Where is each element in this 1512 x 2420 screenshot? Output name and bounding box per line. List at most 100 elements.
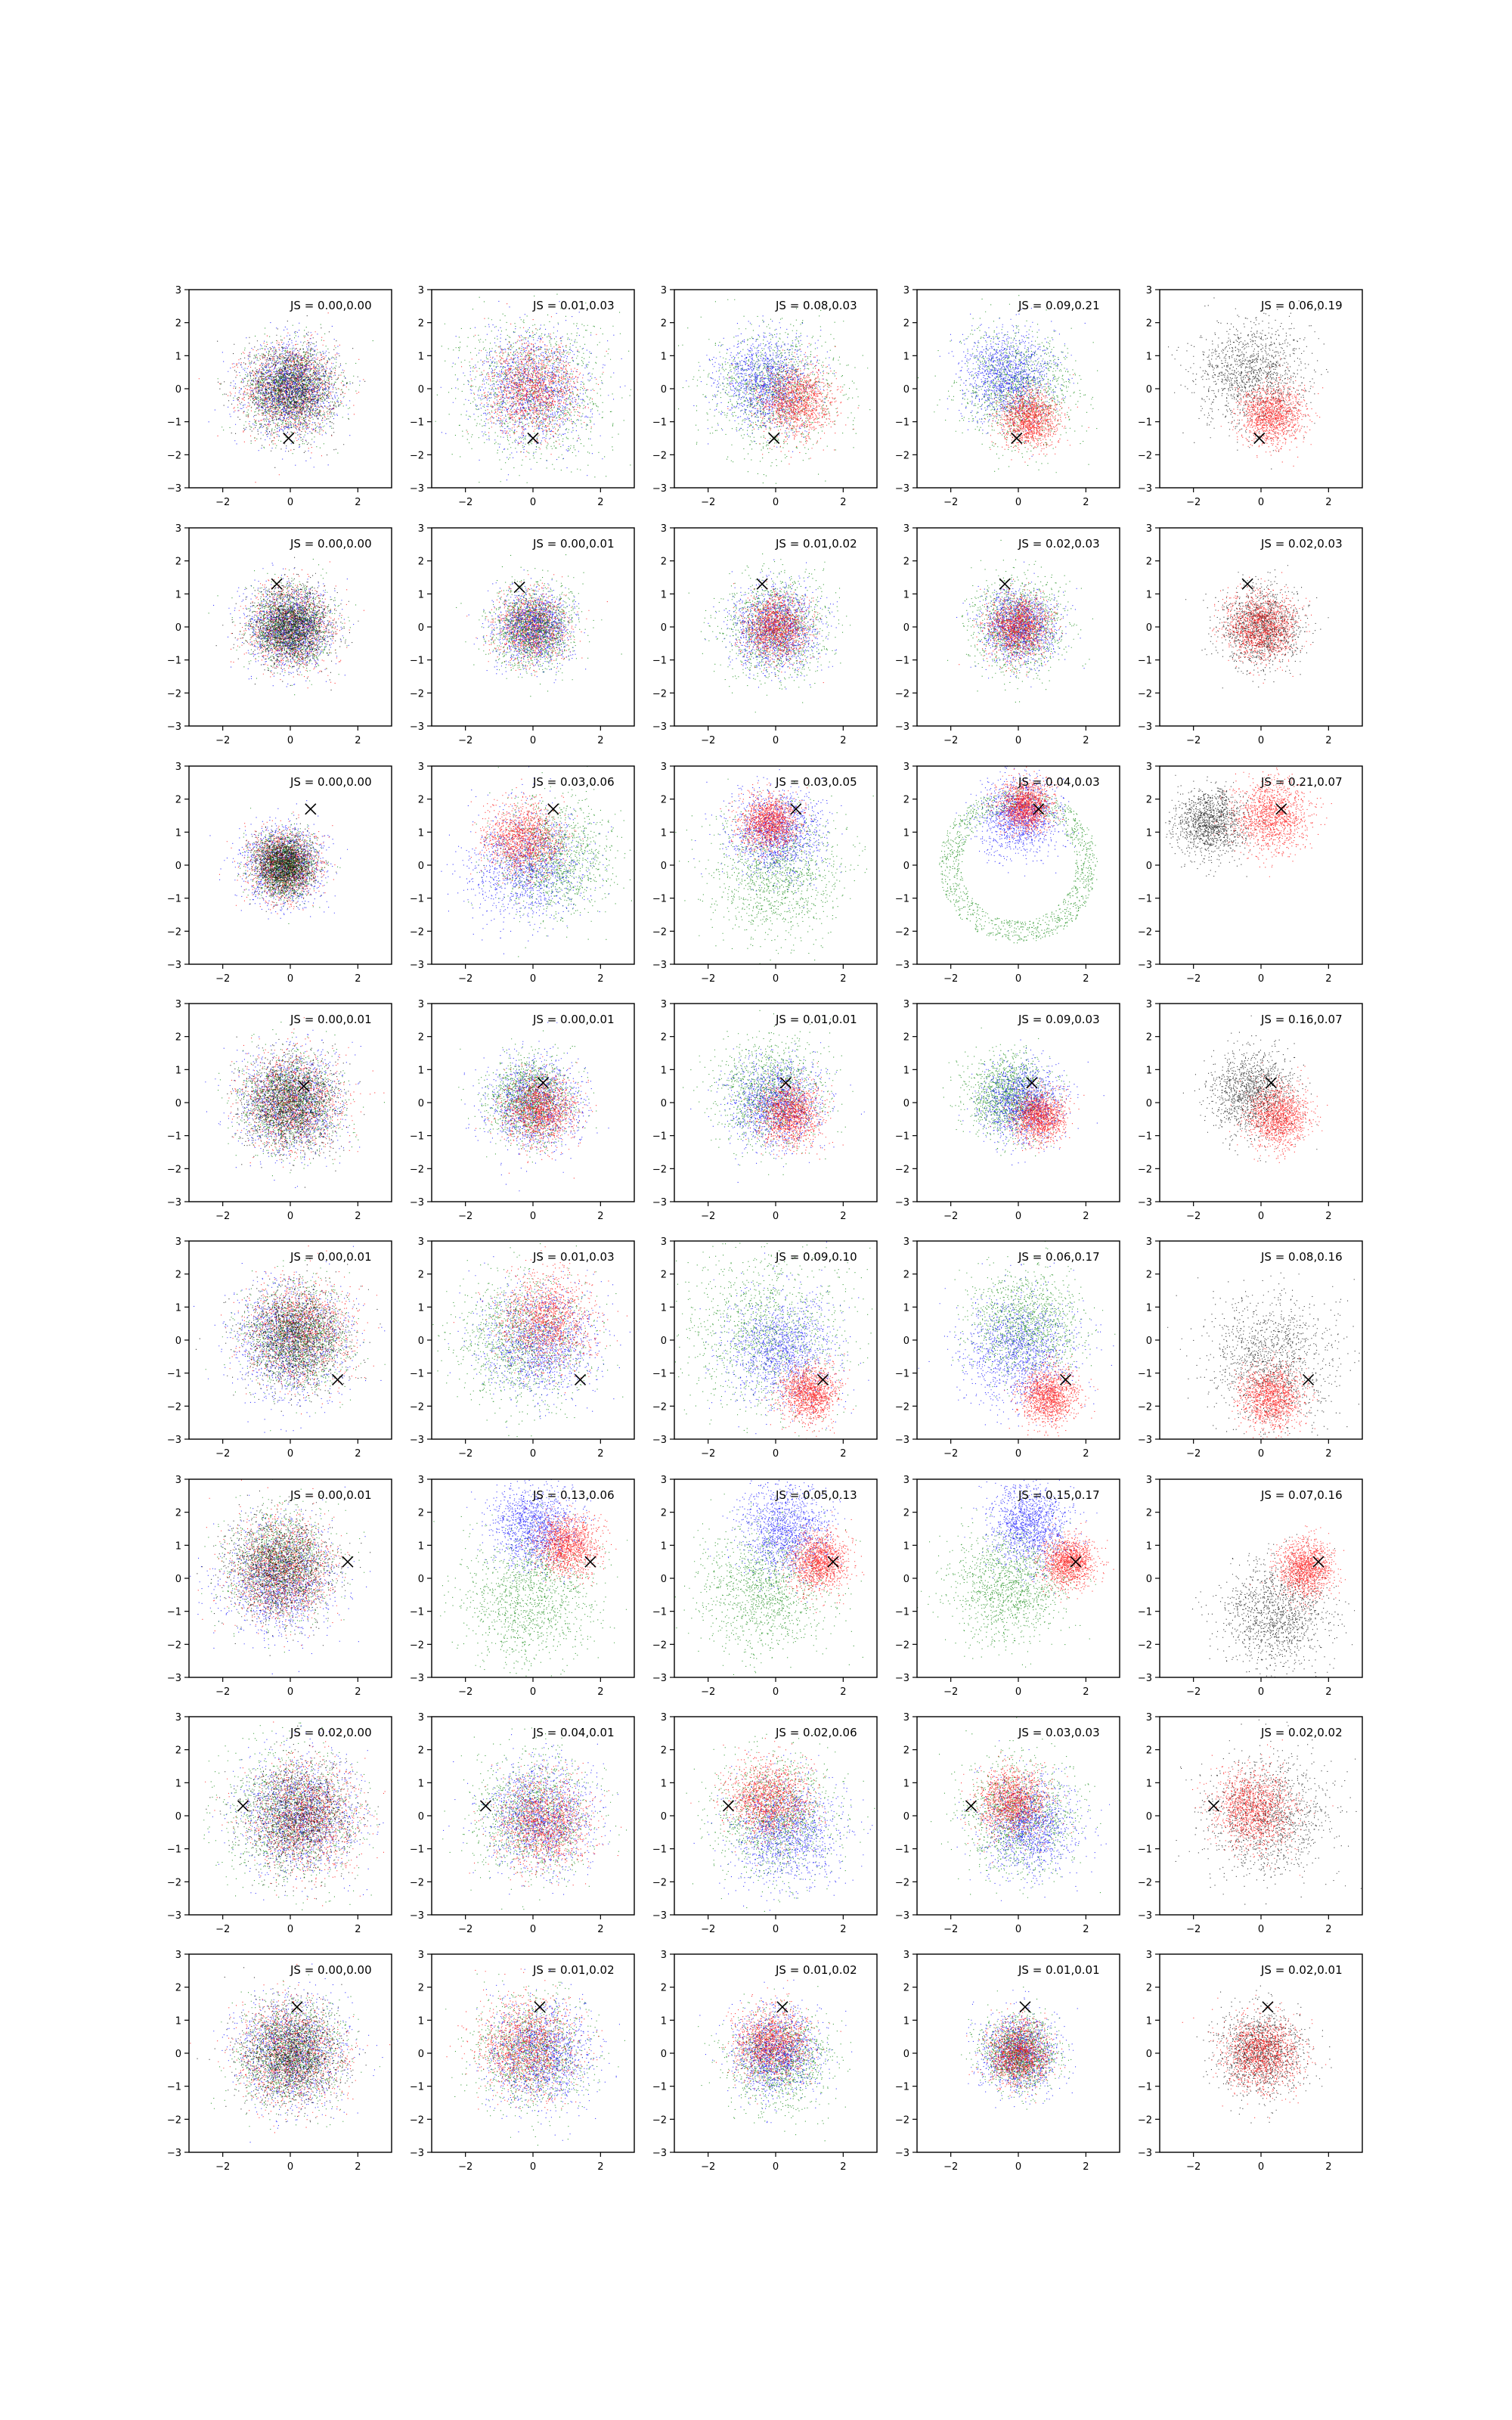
- axes-frame: [431, 1716, 635, 1916]
- axes-frame: [1159, 1240, 1363, 1440]
- y-tick-label: 2: [1146, 1270, 1152, 1281]
- x-marker: [479, 1800, 492, 1812]
- y-tick-label: 3: [1146, 523, 1152, 535]
- x-marker: [1312, 1556, 1325, 1568]
- y-tick-label: 2: [175, 1270, 181, 1281]
- y-tick-label: −2: [167, 688, 181, 700]
- x-tick-label: −2: [215, 1211, 230, 1222]
- y-tick-label: −3: [167, 1910, 181, 1922]
- y-tick-label: −3: [410, 2148, 424, 2159]
- y-tick-label: −1: [652, 1369, 667, 1380]
- y-tick-label: 2: [1146, 318, 1152, 330]
- points-black: [195, 1241, 381, 1412]
- x-tick-label: −2: [458, 1924, 472, 1935]
- x-marker: [1241, 578, 1253, 590]
- y-tick-label: 3: [418, 285, 424, 296]
- points-blue: [690, 1042, 865, 1183]
- axes-frame: [674, 1240, 878, 1440]
- y-tick-label: 1: [418, 827, 424, 839]
- points-red: [959, 579, 1063, 677]
- axes-frame: [431, 527, 635, 727]
- y-tick-label: 1: [1146, 827, 1152, 839]
- y-tick-label: −2: [895, 1401, 909, 1413]
- series-red: [775, 1511, 865, 1613]
- js-annotation: JS = 0.02,0.02: [1260, 1726, 1343, 1739]
- x-tick-label: 2: [1325, 1448, 1331, 1460]
- points-blue: [469, 1969, 620, 2141]
- x-tick-label: 2: [355, 1686, 361, 1698]
- y-tick-label: −3: [410, 1435, 424, 1446]
- y-tick-label: 0: [175, 1811, 181, 1823]
- points-red: [461, 303, 607, 458]
- y-tick-label: 2: [1146, 1508, 1152, 1519]
- x-tick-label: 0: [773, 1686, 779, 1698]
- y-tick-label: 3: [418, 1950, 424, 1961]
- points-red: [1182, 1994, 1327, 2119]
- series-blue: [205, 1016, 361, 1188]
- js-annotation: JS = 0.00,0.01: [532, 1013, 615, 1026]
- points-red: [1220, 358, 1324, 467]
- y-tick-label: −1: [1138, 1131, 1152, 1143]
- js-annotation: JS = 0.01,0.02: [775, 1963, 857, 1977]
- points-black: [1192, 1534, 1356, 1677]
- x-tick-label: 2: [1325, 1686, 1331, 1698]
- x-tick-label: −2: [458, 2161, 472, 2173]
- y-tick-label: −1: [410, 417, 424, 429]
- y-tick-label: −1: [167, 417, 181, 429]
- js-annotation: JS = 0.01,0.02: [775, 537, 857, 551]
- series-blue: [708, 1479, 845, 1602]
- y-tick-label: 0: [418, 622, 424, 634]
- y-tick-label: −2: [1138, 688, 1152, 700]
- y-tick-label: −2: [895, 1877, 909, 1888]
- y-tick-label: 2: [903, 1745, 909, 1757]
- x-tick-label: 0: [530, 1924, 536, 1935]
- y-tick-label: 1: [903, 2015, 909, 2027]
- series-green: [208, 558, 357, 696]
- y-tick-label: 2: [418, 795, 424, 806]
- y-tick-label: −1: [410, 894, 424, 905]
- scatter-panel-r5-c2: −2 0 2 −3 −2 −1 0 1 2 3 JS = 0.01,0.03: [410, 1236, 635, 1460]
- y-tick-label: 1: [418, 589, 424, 600]
- series-blue: [440, 300, 626, 481]
- scatter-panel-r8-c2: −2 0 2 −3 −2 −1 0 1 2 3 JS = 0.01,0.02: [410, 1950, 635, 2173]
- points-red: [727, 343, 859, 465]
- y-tick-label: 2: [661, 1270, 667, 1281]
- y-tick-label: 3: [661, 285, 667, 296]
- y-tick-label: −1: [167, 1131, 181, 1143]
- x-tick-label: 0: [530, 973, 536, 985]
- series-red: [720, 782, 813, 863]
- points-green: [208, 558, 357, 696]
- x-tick-label: −2: [701, 973, 715, 985]
- points-red: [205, 1721, 386, 1907]
- x-marker: [816, 1373, 829, 1385]
- y-tick-label: −2: [895, 1640, 909, 1651]
- series-blue: [443, 1734, 634, 1895]
- y-tick-label: −1: [167, 656, 181, 667]
- y-tick-label: −3: [1138, 1197, 1152, 1208]
- js-annotation: JS = 0.02,0.06: [775, 1726, 857, 1739]
- series-red: [966, 2003, 1066, 2104]
- series-black: [1167, 1272, 1360, 1439]
- x-tick-label: −2: [701, 1924, 715, 1935]
- x-tick-label: 0: [1015, 1924, 1021, 1935]
- y-tick-label: −1: [895, 1844, 909, 1856]
- axes-frame: [188, 1953, 392, 2153]
- y-tick-label: −2: [167, 450, 181, 461]
- scatter-panel-r6-c4: −2 0 2 −3 −2 −1 0 1 2 3 JS = 0.15,0.17: [895, 1475, 1120, 1698]
- y-tick-label: 1: [903, 1302, 909, 1314]
- y-tick-label: −3: [167, 2148, 181, 2159]
- y-tick-label: 3: [903, 285, 909, 296]
- axes-frame: [916, 1240, 1120, 1440]
- y-tick-label: 3: [1146, 1236, 1152, 1248]
- y-tick-label: 2: [175, 1032, 181, 1044]
- y-tick-label: 1: [175, 589, 181, 600]
- y-tick-label: −2: [167, 1401, 181, 1413]
- x-marker: [1207, 1800, 1220, 1812]
- js-annotation: JS = 0.03,0.06: [532, 775, 615, 789]
- y-tick-label: 0: [903, 1574, 909, 1585]
- y-tick-label: −3: [895, 2148, 909, 2159]
- series-green: [686, 1733, 875, 1912]
- y-tick-label: −3: [895, 1673, 909, 1684]
- x-marker: [527, 432, 539, 445]
- y-tick-label: 2: [661, 318, 667, 330]
